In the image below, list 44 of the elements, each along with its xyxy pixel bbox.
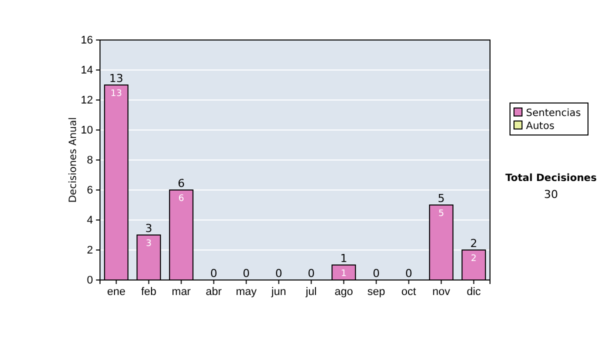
- y-tick-label: 10: [80, 124, 93, 137]
- text: Total Decisiones: [505, 173, 597, 184]
- y-tick-label: 6: [86, 184, 93, 197]
- x-tick-label: jun: [270, 286, 286, 298]
- x-tick-label: abr: [206, 286, 222, 298]
- data-label: 1: [340, 269, 347, 279]
- y-tick-label: 2: [86, 244, 93, 257]
- data-label: 5: [438, 209, 444, 219]
- data-label: 6: [178, 194, 184, 204]
- x-tick-label: nov: [432, 286, 451, 298]
- x-tick-label: may: [236, 286, 258, 298]
- legend-label: Sentencias: [526, 108, 581, 119]
- y-tick-label: 0: [86, 274, 93, 287]
- data-label: 3: [146, 239, 152, 249]
- x-tick-label: ago: [334, 286, 353, 298]
- text: 30: [544, 188, 558, 201]
- total-label: 5: [438, 192, 445, 205]
- y-tick-label: 16: [80, 34, 93, 47]
- y-axis-title: Decisiones Anual: [68, 117, 79, 203]
- x-tick-label: oct: [401, 286, 416, 298]
- total-label: 3: [145, 222, 152, 235]
- total-label: 13: [109, 72, 124, 85]
- data-label: 2: [470, 254, 477, 264]
- x-tick-label: ene: [107, 286, 126, 298]
- x-tick-label: feb: [141, 286, 156, 298]
- total-label: 2: [470, 237, 478, 250]
- data-label: 13: [110, 89, 122, 99]
- total-label: 0: [242, 267, 250, 280]
- total-label: 0: [308, 267, 315, 280]
- y-tick-label: 4: [86, 214, 93, 227]
- total-label: 0: [210, 267, 218, 280]
- y-tick-label: 12: [80, 94, 93, 107]
- legend-label: Autos: [526, 121, 554, 132]
- y-tick-label: 14: [80, 64, 93, 77]
- total-label: 0: [372, 267, 380, 280]
- total-label: 0: [275, 267, 282, 280]
- x-tick-label: mar: [172, 286, 192, 298]
- total-label: 1: [340, 252, 348, 265]
- x-tick-label: dic: [466, 286, 482, 298]
- total-label: 0: [405, 267, 412, 280]
- x-tick-label: sep: [367, 286, 386, 298]
- x-tick-label: jul: [304, 286, 317, 298]
- y-tick-label: 8: [86, 154, 93, 167]
- total-label: 6: [178, 177, 185, 190]
